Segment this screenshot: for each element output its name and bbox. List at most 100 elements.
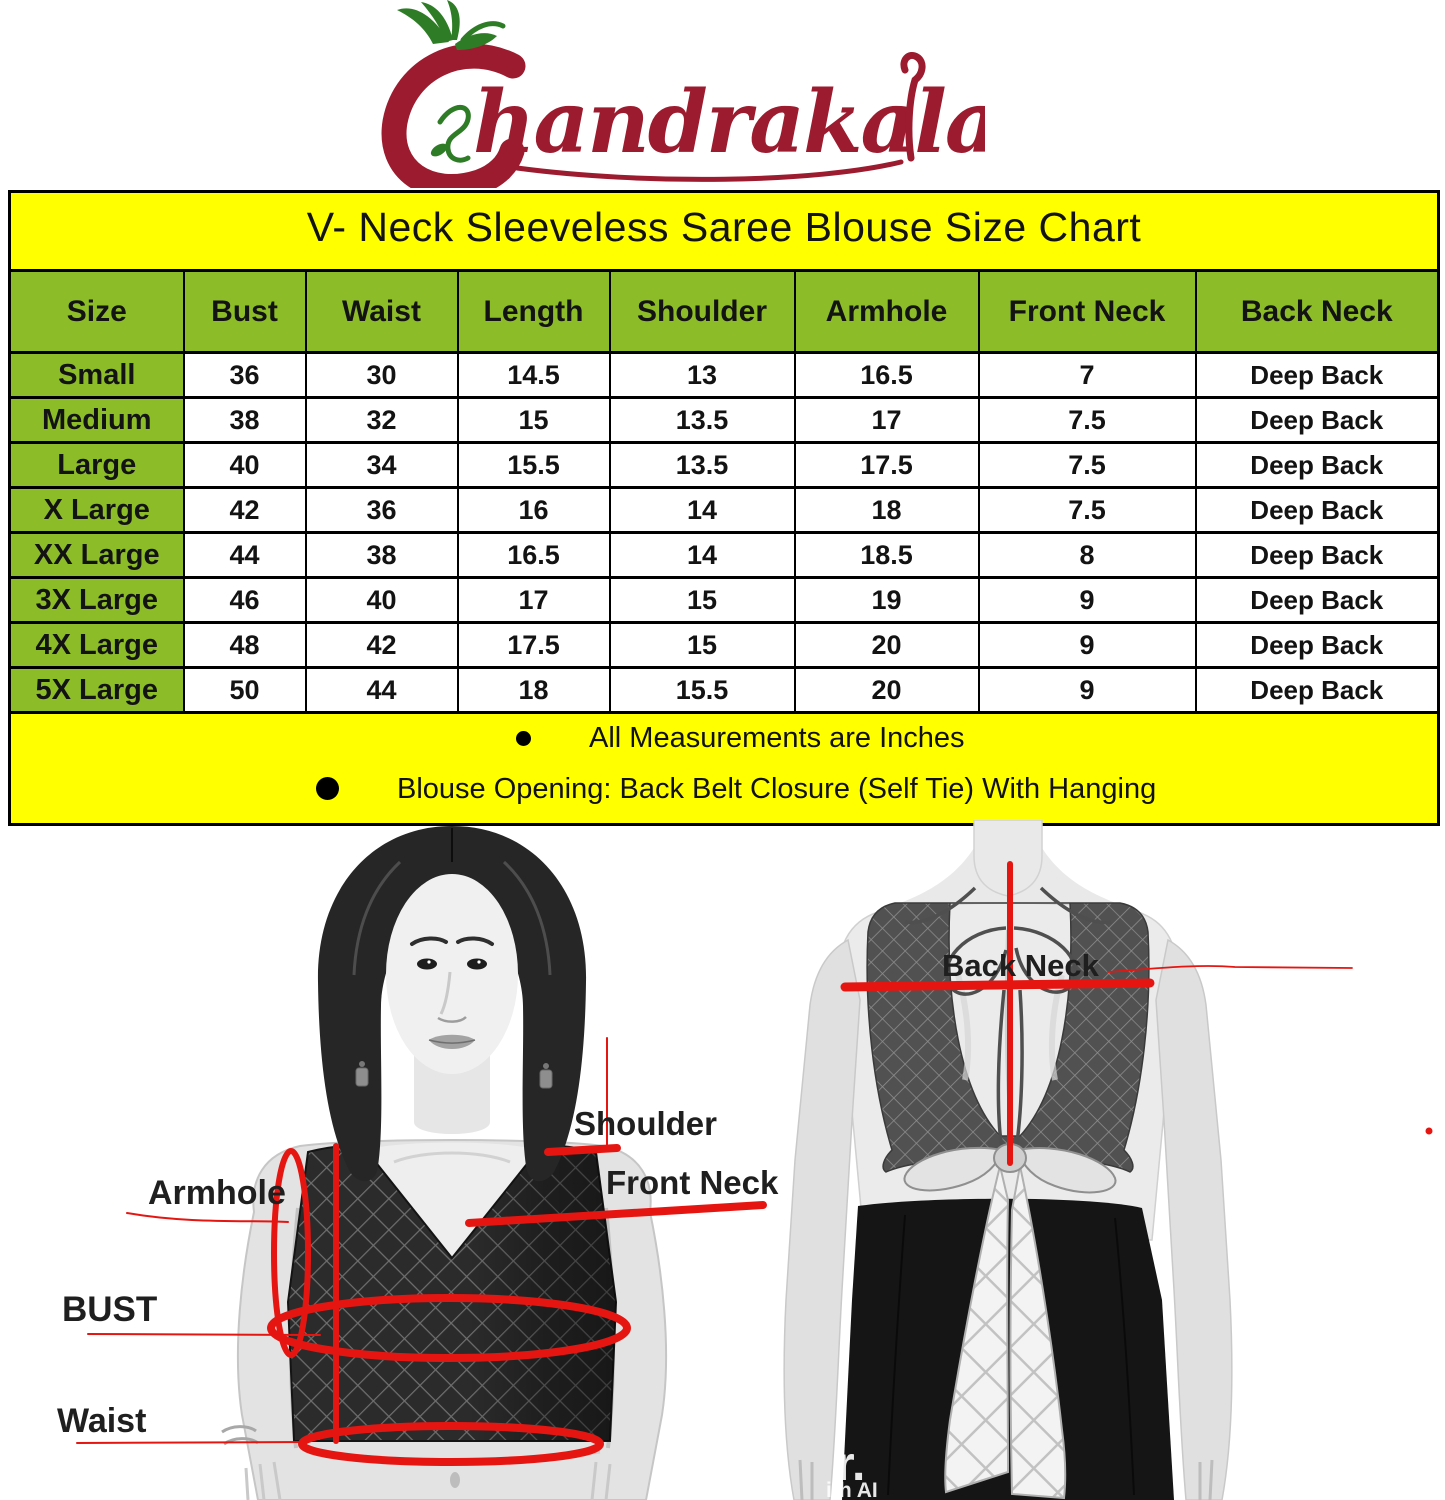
waist-leader-line bbox=[76, 1441, 307, 1444]
red-annotations bbox=[76, 861, 1433, 1466]
size-row-large: Large 40 34 15.5 13.5 17.5 7.5 Deep Back bbox=[8, 441, 1440, 489]
cell-back-neck: Deep Back bbox=[1194, 441, 1440, 489]
cell-armhole: 19 bbox=[793, 576, 980, 624]
collarbone-line bbox=[393, 1151, 511, 1164]
cell-armhole: 18.5 bbox=[793, 531, 980, 579]
hair-highlight bbox=[352, 860, 552, 976]
front-neck-label: Front Neck bbox=[606, 1164, 779, 1201]
size-label: 3X Large bbox=[8, 576, 185, 624]
cell-waist: 44 bbox=[304, 666, 459, 714]
eyebrows bbox=[410, 936, 494, 946]
nose-line bbox=[439, 971, 452, 1015]
column-header-bust: Bust bbox=[182, 269, 307, 354]
cell-bust: 44 bbox=[182, 531, 307, 579]
shoulder-label: Shoulder bbox=[574, 1105, 717, 1142]
cell-shoulder: 15 bbox=[608, 621, 796, 669]
red-dot bbox=[1425, 1127, 1433, 1135]
front-chest-skin bbox=[366, 1142, 538, 1258]
bullet-icon bbox=[316, 777, 339, 800]
right-sash bbox=[1009, 1165, 1067, 1500]
eye-glint bbox=[427, 960, 431, 964]
waist-ellipse bbox=[298, 1422, 604, 1466]
cell-length: 15.5 bbox=[456, 441, 611, 489]
measurement-illustration: r. ith AI Shoulder Front Neck Armhole B bbox=[57, 820, 1433, 1500]
logo-leaf-icon bbox=[397, 0, 497, 50]
size-label: Medium bbox=[8, 396, 185, 444]
cell-front-neck: 9 bbox=[977, 576, 1197, 624]
lips bbox=[429, 1034, 475, 1049]
cell-length: 16.5 bbox=[456, 531, 611, 579]
cell-front-neck: 7.5 bbox=[977, 396, 1197, 444]
cell-waist: 34 bbox=[304, 441, 459, 489]
cell-front-neck: 9 bbox=[977, 621, 1197, 669]
column-header-shoulder: Shoulder bbox=[608, 269, 796, 354]
size-row-xx-large: XX Large 44 38 16.5 14 18.5 8 Deep Back bbox=[8, 531, 1440, 579]
armhole-ellipse bbox=[271, 1148, 311, 1358]
note-blouse-opening: Blouse Opening: Back Belt Closure (Self … bbox=[397, 773, 1157, 805]
cell-waist: 30 bbox=[304, 351, 459, 399]
size-row-3x-large: 3X Large 46 40 17 15 19 9 Deep Back bbox=[8, 576, 1440, 624]
cell-armhole: 20 bbox=[793, 621, 980, 669]
column-header-size: Size bbox=[8, 269, 185, 354]
column-header-front-neck: Front Neck bbox=[977, 269, 1197, 354]
navel bbox=[450, 1472, 460, 1488]
cell-shoulder: 13.5 bbox=[608, 441, 796, 489]
size-label: 5X Large bbox=[8, 666, 185, 714]
armhole-leader-line bbox=[126, 1212, 289, 1223]
size-chart-table: V- Neck Sleeveless Saree Blouse Size Cha… bbox=[8, 190, 1441, 826]
size-row-5x-large: 5X Large 50 44 18 15.5 20 9 Deep Back bbox=[8, 666, 1440, 714]
cell-bust: 42 bbox=[182, 486, 307, 534]
earring bbox=[355, 1061, 553, 1089]
cell-bust: 36 bbox=[182, 351, 307, 399]
front-fingers bbox=[244, 1461, 612, 1500]
cell-armhole: 17.5 bbox=[793, 441, 980, 489]
front-neck-mark bbox=[465, 1201, 767, 1227]
front-figure bbox=[221, 826, 668, 1500]
cell-bust: 50 bbox=[182, 666, 307, 714]
cell-shoulder: 14 bbox=[608, 531, 796, 579]
cell-waist: 40 bbox=[304, 576, 459, 624]
size-row-x-large: X Large 42 36 16 14 18 7.5 Deep Back bbox=[8, 486, 1440, 534]
table-title-row: V- Neck Sleeveless Saree Blouse Size Cha… bbox=[8, 190, 1440, 272]
skirt-pleats bbox=[887, 1214, 1135, 1496]
armhole-label: Armhole bbox=[148, 1174, 286, 1212]
back-left-arm bbox=[783, 938, 861, 1500]
eye-glint bbox=[477, 960, 481, 964]
watermark-small: ith AI bbox=[826, 1479, 878, 1500]
cell-shoulder: 15 bbox=[608, 576, 796, 624]
column-header-back-neck: Back Neck bbox=[1194, 269, 1440, 354]
back-neck-label: Back Neck bbox=[942, 948, 1100, 983]
size-row-medium: Medium 38 32 15 13.5 17 7.5 Deep Back bbox=[8, 396, 1440, 444]
logo-stem bbox=[460, 21, 506, 43]
cell-length: 17.5 bbox=[456, 621, 611, 669]
cell-waist: 42 bbox=[304, 621, 459, 669]
back-blouse bbox=[866, 902, 1150, 1173]
brand-logo-graphic: handrakala bbox=[381, 0, 1001, 199]
back-fingers bbox=[798, 1459, 1214, 1500]
cell-back-neck: Deep Back bbox=[1194, 666, 1440, 714]
back-right-arm bbox=[1155, 938, 1233, 1500]
size-label: 4X Large bbox=[8, 621, 185, 669]
cell-length: 15 bbox=[456, 396, 611, 444]
logo-flourish bbox=[900, 52, 926, 162]
column-header-armhole: Armhole bbox=[793, 269, 980, 354]
shoulder-mark bbox=[544, 1144, 621, 1156]
size-row-small: Small 36 30 14.5 13 16.5 7 Deep Back bbox=[8, 351, 1440, 399]
size-label: Small bbox=[8, 351, 185, 399]
right-eye bbox=[467, 958, 487, 970]
bullet-icon bbox=[516, 731, 531, 746]
back-neck-leader-line bbox=[1107, 965, 1353, 973]
cell-shoulder: 15.5 bbox=[608, 666, 796, 714]
nostrils bbox=[437, 1016, 467, 1023]
lip-line bbox=[428, 1039, 476, 1044]
cell-armhole: 20 bbox=[793, 666, 980, 714]
cell-waist: 36 bbox=[304, 486, 459, 534]
cell-back-neck: Deep Back bbox=[1194, 531, 1440, 579]
face bbox=[386, 874, 518, 1074]
bust-label: BUST bbox=[62, 1290, 157, 1329]
cell-back-neck: Deep Back bbox=[1194, 351, 1440, 399]
cell-front-neck: 8 bbox=[977, 531, 1197, 579]
logo-c-swash bbox=[381, 43, 526, 199]
size-label: XX Large bbox=[8, 531, 185, 579]
